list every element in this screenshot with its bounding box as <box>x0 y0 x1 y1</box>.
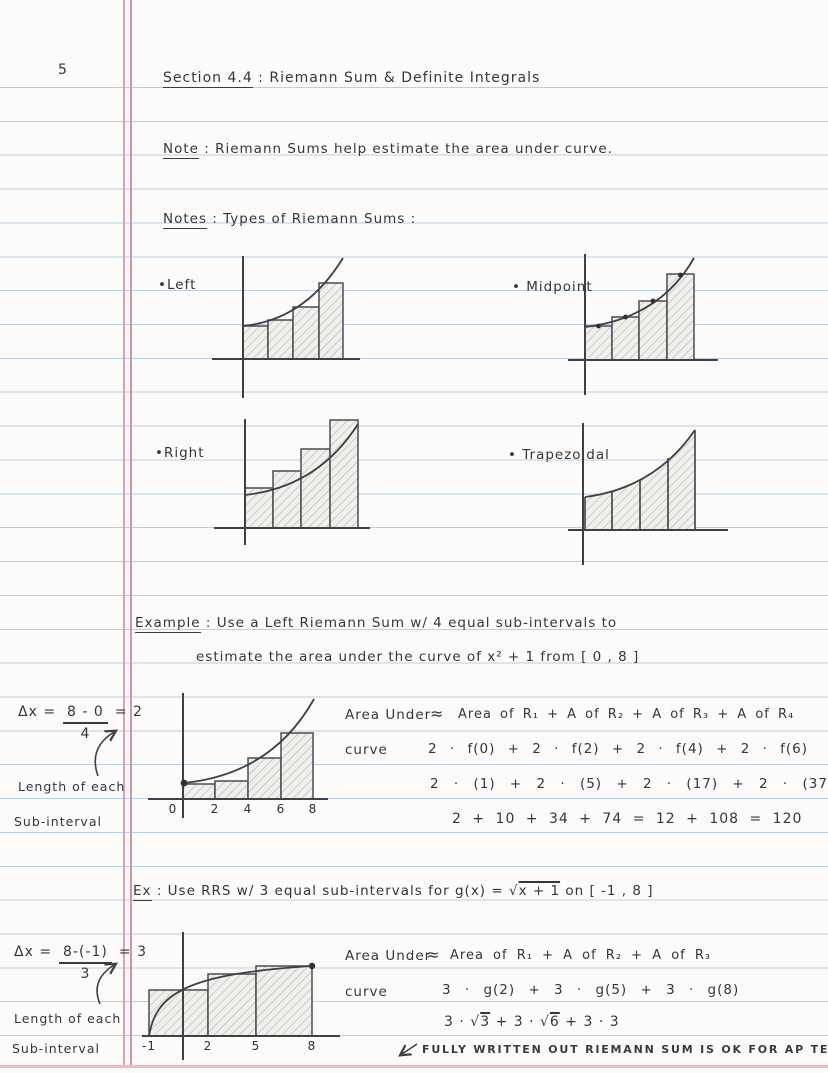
footnote-arrow-icon <box>396 1043 418 1060</box>
delta-caption-1a: Length of each <box>18 779 126 794</box>
calc2-area-under: Area Under <box>345 948 432 964</box>
calc1-approx: ≈ <box>430 704 445 723</box>
delta-x-note-2: Δx = 8-(-1) 3 = 3 <box>14 944 147 982</box>
tick-5: 5 <box>252 1039 261 1053</box>
tick-neg1: -1 <box>142 1039 156 1053</box>
function-curve <box>584 429 696 498</box>
tick-8: 8 <box>309 802 318 816</box>
type-label-right: •Right <box>155 445 205 461</box>
delta-fraction: 8-(-1) 3 <box>59 944 112 982</box>
section-label: Section 4.4 <box>163 70 253 88</box>
calc1-row3: 2 · (1) + 2 · (5) + 2 · (17) + 2 · (37) <box>430 776 828 792</box>
fraction-denominator: 3 <box>80 966 91 982</box>
calc2-approx: ≈ <box>426 945 441 964</box>
example2-radicand: x + 1 <box>518 883 561 899</box>
function-curve <box>244 423 359 496</box>
tick-2: 2 <box>211 802 220 816</box>
example1-line1-text: : Use a Left Riemann Sum w/ 4 equal sub-… <box>200 615 618 631</box>
riemann-bars <box>148 965 313 1037</box>
example1-label: Example <box>135 615 201 633</box>
delta-lhs: Δx = <box>18 704 57 720</box>
notes-text: : Types of Riemann Sums : <box>207 211 417 227</box>
function-curve <box>584 257 695 328</box>
calc2-row3-a: 3 · √ <box>444 1014 481 1030</box>
delta-result: = 2 <box>114 704 143 720</box>
example2-line1-a: : Use RRS w/ 3 equal sub-intervals for g… <box>151 883 519 899</box>
tick-6: 6 <box>277 802 286 816</box>
delta-lhs: Δx = <box>14 944 53 960</box>
note-label: Note <box>163 141 199 159</box>
type-label-midpoint: • Midpoint <box>512 279 593 295</box>
section-title-rest: : Riemann Sum & Definite Integrals <box>252 70 541 86</box>
example2-graph: -1 2 5 8 <box>142 932 340 1060</box>
calc1-curve-label: curve <box>345 742 388 758</box>
fraction-numerator: 8-(-1) <box>59 944 112 964</box>
calc2-row1: Area of R₁ + A of R₂ + A of R₃ <box>450 948 712 963</box>
calc2-row3-c: + 3 · 3 <box>559 1014 620 1030</box>
left-riemann-graph <box>212 256 360 398</box>
delta-caption-2b: Sub-interval <box>12 1041 100 1056</box>
riemann-bars <box>584 273 695 361</box>
ruled-lines <box>0 87 828 1038</box>
calc2-row3: 3 · √3 + 3 · √6 + 3 · 3 <box>444 1014 620 1030</box>
function-curve <box>242 257 344 327</box>
tick-8: 8 <box>308 1039 317 1053</box>
radicand-6: 6 <box>549 1014 560 1030</box>
curved-arrow-icon <box>96 958 134 1005</box>
margin-line-left <box>123 0 125 1066</box>
calc1-area-under: Area Under <box>345 707 432 723</box>
notes-label: Notes <box>163 211 207 229</box>
calc1-row2: 2 · f(0) + 2 · f(2) + 2 · f(4) + 2 · f(6… <box>428 741 809 757</box>
tick-4: 4 <box>244 802 253 816</box>
footnote-text: FULLY WRITTEN OUT RIEMANN SUM IS OK FOR … <box>422 1043 828 1056</box>
radicand-3: 3 <box>480 1014 491 1030</box>
example1-graph: 0 2 4 6 8 <box>148 693 328 818</box>
example2-label: Ex <box>133 883 152 901</box>
calc2-row2: 3 · g(2) + 3 · g(5) + 3 · g(8) <box>442 982 740 998</box>
right-riemann-graph <box>214 419 370 545</box>
trapezoidal-graph <box>568 423 728 565</box>
section-heading: Section 4.4 : Riemann Sum & Definite Int… <box>163 70 541 88</box>
curved-arrow-icon <box>94 724 132 777</box>
delta-result: = 3 <box>118 944 147 960</box>
tick-2: 2 <box>204 1039 213 1053</box>
margin-line-right <box>130 0 132 1066</box>
example1-line2: estimate the area under the curve of x² … <box>196 649 640 665</box>
example2-line1: Ex : Use RRS w/ 3 equal sub-intervals fo… <box>133 883 654 901</box>
delta-caption-2a: Length of each <box>14 1011 122 1026</box>
function-curve <box>148 965 313 1037</box>
notes-line: Notes : Types of Riemann Sums : <box>163 211 417 229</box>
trapezoid-dividers <box>584 430 696 530</box>
type-label-left: •Left <box>158 277 197 293</box>
delta-x-note-1: Δx = 8 - 0 4 = 2 <box>18 704 143 742</box>
curve-start-point <box>180 779 188 787</box>
riemann-bars <box>244 419 359 529</box>
calc2-curve-label: curve <box>345 984 388 1000</box>
riemann-bars <box>182 732 314 800</box>
delta-caption-1b: Sub-interval <box>14 814 102 829</box>
riemann-bars <box>242 282 344 360</box>
function-curve <box>183 698 315 784</box>
bottom-margin-line <box>0 1065 828 1068</box>
delta-fraction: 8 - 0 4 <box>63 704 108 742</box>
x-tick-labels: -1 2 5 8 <box>142 1039 317 1053</box>
note-text: : Riemann Sums help estimate the area un… <box>198 141 613 157</box>
note-line: Note : Riemann Sums help estimate the ar… <box>163 141 613 159</box>
midpoint-riemann-graph <box>568 254 718 395</box>
tick-0: 0 <box>169 802 178 816</box>
example2-line1-b: on [ -1 , 8 ] <box>560 883 654 899</box>
calc1-row1: Area of R₁ + A of R₂ + A of R₃ + A of R₄ <box>458 707 795 722</box>
calc1-row4: 2 + 10 + 34 + 74 = 12 + 108 = 120 <box>452 811 803 827</box>
fraction-numerator: 8 - 0 <box>63 704 108 724</box>
x-tick-labels: 0 2 4 6 8 <box>169 802 318 816</box>
calc2-row3-b: + 3 · √ <box>490 1014 550 1030</box>
curve-end-point <box>308 962 316 970</box>
midpoint-dots <box>596 272 683 329</box>
fraction-denominator: 4 <box>80 726 91 742</box>
page-number: 5 <box>58 62 68 78</box>
example1-line1: Example : Use a Left Riemann Sum w/ 4 eq… <box>135 615 618 633</box>
